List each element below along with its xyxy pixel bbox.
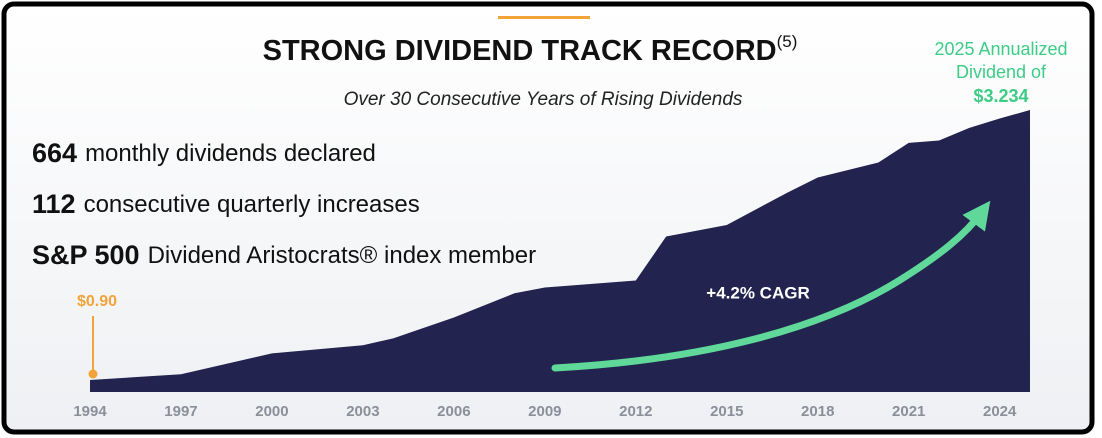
stat-number: 664 [32,138,77,168]
x-tick-label: 2015 [710,403,743,420]
title-text: STRONG DIVIDEND TRACK RECORD [263,35,777,67]
accent-line [498,16,590,19]
growth-arrow [551,200,991,372]
subtitle: Over 30 Consecutive Years of Rising Divi… [344,89,743,110]
x-tick-label: 2024 [983,403,1017,420]
stat-text: consecutive quarterly increases [84,191,420,218]
stat-number: 112 [32,189,76,219]
x-tick-label: 2012 [619,403,652,420]
stat-text: monthly dividends declared [85,140,376,167]
x-tick-label: 2021 [892,403,925,420]
end-annotation: Dividend of [956,62,1047,82]
stat-line: 664 monthly dividends declared [32,138,376,168]
end-label: $3.234 [973,86,1028,106]
x-tick-label: 2006 [437,403,470,420]
plot [90,110,1030,392]
x-tick-label: 2009 [528,403,561,420]
end-annotation: 2025 Annualized [934,39,1067,59]
x-tick-label: 1994 [73,403,107,420]
stat-line: S&P 500 Dividend Aristocrats® index membe… [32,240,536,270]
stat-number: S&P 500 [32,240,140,270]
start-point [88,369,98,379]
growth-label: +4.2% CAGR [706,283,809,302]
x-tick-label: 2018 [801,403,834,420]
x-tick-label: 2003 [346,403,379,420]
stat-line: 112 consecutive quarterly increases [32,189,420,219]
stat-text: Dividend Aristocrats® index member [148,242,537,269]
x-tick-label: 2000 [255,403,288,420]
start-label: $0.90 [77,293,117,310]
x-tick-label: 1997 [164,403,197,420]
title-note: (5) [777,32,798,51]
chart-title: STRONG DIVIDEND TRACK RECORD(5) [263,32,798,66]
area [90,110,1030,392]
